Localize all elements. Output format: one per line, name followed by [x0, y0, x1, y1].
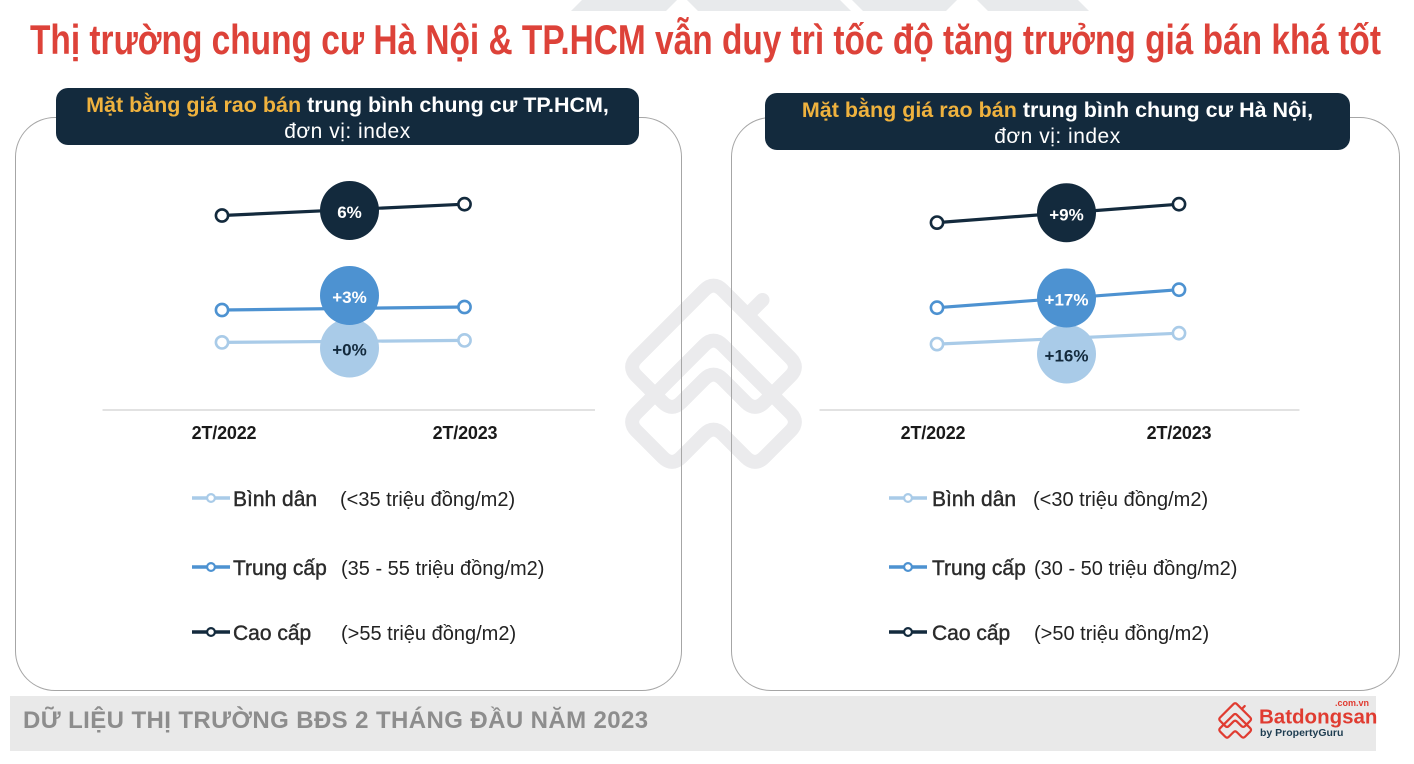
svg-text:+16%: +16%	[1045, 347, 1089, 366]
svg-text:+3%: +3%	[332, 288, 367, 307]
svg-text:6%: 6%	[337, 203, 362, 222]
svg-text:+17%: +17%	[1045, 291, 1089, 310]
svg-text:+9%: +9%	[1049, 205, 1084, 224]
svg-text:by PropertyGuru: by PropertyGuru	[1260, 727, 1343, 739]
svg-text:.com.vn: .com.vn	[1335, 698, 1369, 708]
svg-text:+0%: +0%	[332, 341, 367, 360]
svg-text:Batdongsan: Batdongsan	[1259, 706, 1377, 729]
